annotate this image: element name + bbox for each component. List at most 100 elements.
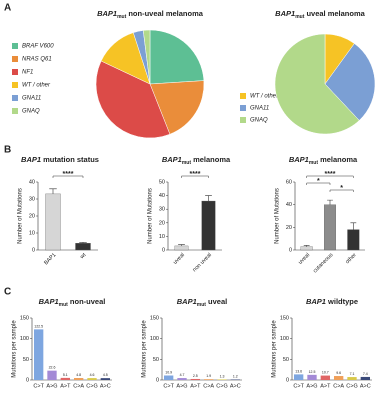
legend-swatch	[240, 93, 246, 99]
significance-label: *	[340, 185, 343, 192]
significance-label: ****	[190, 171, 201, 178]
x-tick-label: C>G	[346, 383, 357, 389]
value-label: 7.1	[350, 372, 355, 376]
legend-swatch	[12, 69, 18, 75]
bar	[190, 378, 200, 380]
value-label: 10.9	[165, 370, 172, 374]
legend-label: WT / other	[22, 83, 51, 89]
value-label: 1.9	[206, 374, 211, 378]
pie-slice	[324, 43, 376, 121]
bar	[320, 375, 330, 380]
y-tick-label: 30	[159, 207, 165, 213]
bar	[360, 376, 370, 380]
title-part: non-uveal	[68, 297, 106, 306]
pie-slice	[149, 80, 205, 135]
title-part: BAP1	[21, 155, 41, 164]
bar	[300, 246, 313, 251]
y-tick-label: 150	[150, 315, 159, 321]
x-tick-label: C>A	[333, 383, 344, 389]
x-tick-label: cutaneous	[312, 252, 334, 274]
error-bar	[350, 222, 357, 230]
x-tick-label: C>G	[216, 383, 227, 389]
bar	[294, 374, 304, 380]
bar	[307, 374, 317, 380]
x-tick-label: A>C	[360, 383, 371, 389]
pie-slice	[142, 29, 151, 85]
error-bar	[205, 195, 212, 202]
value-label: 7.4	[363, 372, 368, 376]
error-bar	[178, 244, 185, 246]
bar	[334, 376, 344, 380]
x-tick-label: A>G	[176, 383, 187, 389]
legend-label: WT / other	[250, 94, 279, 100]
y-axis-label: Number of Mutations	[275, 188, 281, 244]
y-tick-label: 0	[289, 247, 292, 253]
legend-swatch	[12, 43, 18, 49]
legend-swatch	[240, 117, 246, 123]
y-axis-label: Mutations per sample	[12, 320, 18, 378]
value-label: 2.5	[193, 374, 198, 378]
legend-label: NRAS Q61	[22, 57, 52, 63]
bar	[34, 329, 44, 380]
value-label: 4.6	[90, 373, 95, 377]
title-part: mut	[295, 14, 305, 20]
y-tick-label: 100	[150, 336, 159, 342]
significance-bracket	[52, 175, 84, 178]
bar	[87, 378, 97, 380]
legend-swatch	[12, 82, 18, 88]
value-label: 1.2	[233, 374, 238, 378]
bar	[45, 193, 61, 251]
legend-label: BRAF V600	[22, 44, 54, 50]
bar	[174, 245, 189, 251]
panel-label: B	[4, 145, 11, 156]
x-tick-label: A>C	[230, 383, 241, 389]
error-bar	[303, 245, 310, 247]
significance-bracket	[306, 175, 354, 178]
value-label: 122.5	[34, 324, 43, 328]
y-axis-label: Number of Mutations	[18, 188, 24, 244]
title-part: BAP1	[39, 297, 59, 306]
bar	[100, 378, 110, 380]
y-tick-label: 150	[20, 315, 29, 321]
bar	[347, 377, 357, 380]
y-axis-label: Mutations per sample	[142, 320, 148, 378]
x-tick-label: C>T	[163, 383, 174, 389]
x-tick-label: BAP1	[43, 252, 57, 266]
x-tick-label: A>G	[46, 383, 57, 389]
value-label: 22.6	[49, 366, 56, 370]
y-tick-label: 0	[162, 247, 165, 253]
value-label: 12.5	[309, 370, 316, 374]
x-tick-label: wt	[79, 252, 88, 261]
y-tick-label: 40	[159, 193, 165, 199]
bar	[177, 378, 187, 380]
x-tick-label: A>T	[60, 383, 71, 389]
value-label: 5.1	[63, 373, 68, 377]
value-label: 4.5	[103, 373, 108, 377]
title-part: BAP1	[306, 297, 326, 306]
bar	[324, 204, 336, 251]
title-part: BAP1	[177, 297, 197, 306]
chart-title: BAP1mut non-uveal	[39, 297, 106, 308]
x-tick-label: A>T	[190, 383, 201, 389]
x-tick-label: uveal	[172, 252, 186, 266]
x-tick-label: A>T	[320, 383, 331, 389]
chart-title: BAP1mut melanoma	[162, 155, 231, 166]
bar	[347, 229, 360, 251]
x-tick-label: C>G	[86, 383, 97, 389]
significance-bracket	[329, 189, 354, 192]
legend-swatch	[12, 56, 18, 62]
significance-bracket	[306, 182, 331, 185]
legend-swatch	[240, 105, 246, 111]
title-part: mut	[182, 160, 192, 166]
y-tick-label: 20	[159, 220, 165, 226]
x-tick-label: C>A	[73, 383, 84, 389]
y-tick-label: 0	[156, 377, 159, 383]
y-tick-label: 40	[286, 202, 292, 208]
bar	[217, 379, 227, 380]
bar	[201, 200, 216, 251]
x-tick-label: A>G	[306, 383, 317, 389]
significance-label: *	[317, 178, 320, 185]
chart-title: BAP1 wildtype	[306, 297, 358, 306]
title-part: mut	[117, 14, 127, 20]
value-label: 9.6	[336, 371, 341, 375]
